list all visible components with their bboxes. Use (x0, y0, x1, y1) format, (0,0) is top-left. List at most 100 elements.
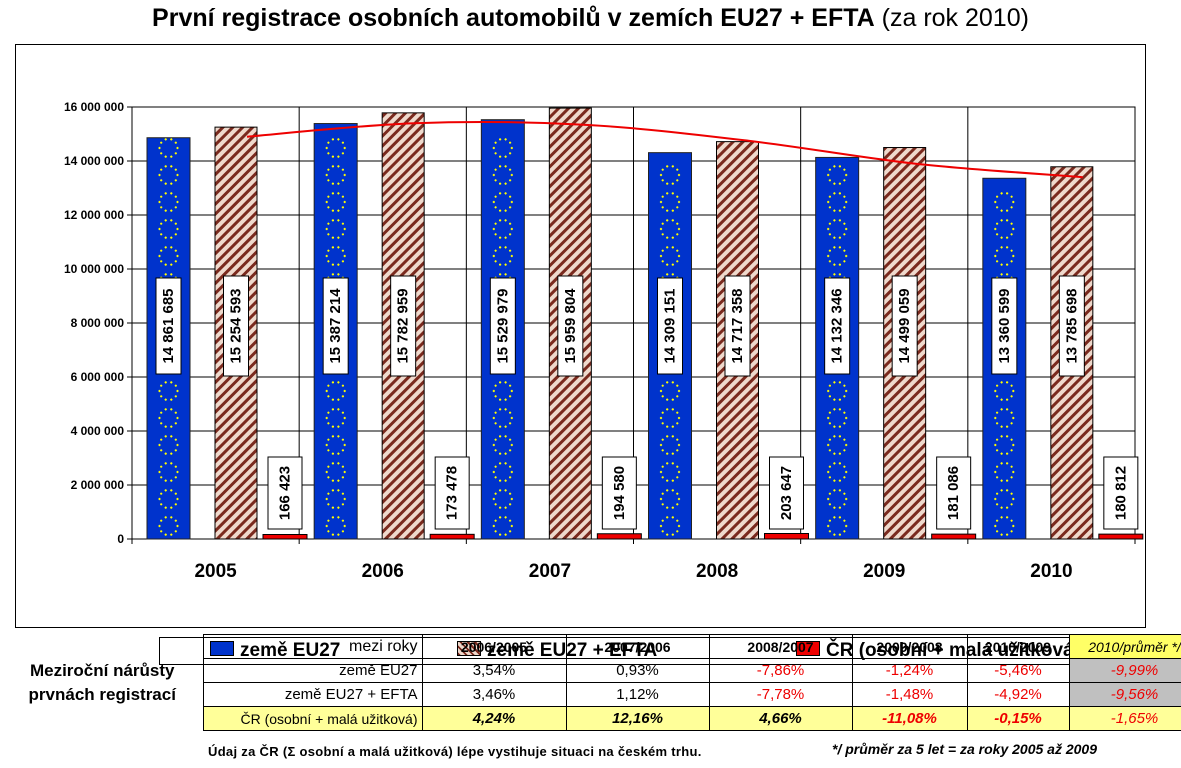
label-eu27: 14 132 346 (829, 288, 846, 363)
table-cell: -1,65% (1068, 706, 1181, 731)
eu-star-ring (492, 192, 513, 212)
label-eu27-box (657, 277, 683, 375)
eu-star-ring (158, 489, 179, 509)
table-row-efta: země EU27 + EFTA 3,46% 1,12% -7,78% -1,4… (2, 682, 1181, 707)
x-tick-label: 2009 (863, 561, 905, 582)
eu-star-ring (158, 219, 179, 239)
label-eu27-box (991, 277, 1018, 375)
table-col-header: 2006/2005 (421, 634, 567, 659)
bar-cr (596, 533, 642, 540)
table-cell: 12,16% (565, 706, 710, 731)
label-cr: 166 423 (277, 466, 294, 520)
eu-star-ring (827, 435, 848, 455)
eu-star-ring (659, 165, 681, 185)
label-cr: 194 580 (611, 466, 628, 520)
table-cell: 0,93% (565, 658, 710, 683)
table-cell: 3,46% (421, 682, 567, 707)
table-side-label-1: Meziroční nárůsty (29, 660, 175, 680)
label-efta: 15 254 593 (228, 288, 245, 363)
eu-star-ring (827, 381, 848, 401)
table-cell: -11,08% (851, 706, 968, 731)
eu-star-ring (325, 165, 346, 185)
table-col-header-average: 2010/průměr */ (1068, 634, 1181, 659)
table-cell: -7,86% (708, 658, 853, 683)
table-row-label: ČR (osobní + malá užitková) (202, 706, 423, 731)
y-tick-label: 14 000 000 (64, 154, 124, 168)
y-tick-label: 6 000 000 (71, 370, 125, 384)
page-title: První registrace osobních automobilů v z… (0, 4, 1181, 33)
eu-star-ring (994, 381, 1015, 401)
eu-star-ring (827, 408, 848, 428)
table-cell: -5,46% (966, 658, 1070, 683)
eu-star-ring (659, 219, 681, 239)
eu-star-ring (325, 462, 346, 482)
table-row-cr: ČR (osobní + malá užitková) 4,24% 12,16%… (2, 706, 1181, 731)
y-tick-label: 8 000 000 (71, 316, 125, 330)
table-col-header: 2007/2006 (565, 634, 710, 659)
y-tick-label: 10 000 000 (64, 262, 124, 276)
label-efta: 15 959 804 (562, 288, 579, 364)
eu-star-ring (659, 462, 681, 482)
table-col-header: 2008/2007 (708, 634, 853, 659)
y-tick-label: 0 (117, 532, 124, 546)
label-cr: 173 478 (444, 466, 461, 520)
bar-cr (1098, 533, 1144, 540)
bar-cr (262, 534, 308, 540)
y-tick-label: 16 000 000 (64, 100, 124, 114)
eu-star-ring (158, 435, 179, 455)
table-cell: -4,92% (966, 682, 1070, 707)
eu-star-ring (994, 408, 1015, 428)
bar-cr (931, 533, 977, 540)
eu-star-ring (659, 246, 681, 266)
table-cell: -7,78% (708, 682, 853, 707)
table-header-row: Meziroční nárůsty prvnách registrací mezi… (2, 634, 1181, 704)
table-row-eu27: země EU27 3,54% 0,93% -7,86% -1,24% -5,4… (2, 658, 1181, 683)
eu-star-ring (994, 192, 1015, 212)
bar-cr (429, 533, 475, 540)
eu-star-ring (325, 381, 346, 401)
eu-star-ring (158, 516, 179, 536)
eu-star-ring (492, 219, 513, 239)
eu-star-ring (827, 219, 848, 239)
eu-star-ring (492, 408, 513, 428)
eu-star-ring (158, 138, 179, 158)
label-efta-box (891, 275, 918, 377)
label-efta-box (390, 275, 417, 377)
table-cell: -1,24% (851, 658, 968, 683)
label-eu27: 14 861 685 (160, 288, 177, 363)
label-cr: 203 647 (778, 466, 795, 520)
eu-star-ring (659, 435, 681, 455)
eu-star-ring (994, 516, 1015, 536)
y-tick-label: 4 000 000 (71, 424, 125, 438)
label-cr-box (434, 456, 470, 530)
eu-star-ring (325, 246, 346, 266)
eu-star-ring (994, 435, 1015, 455)
footnote-average: */ průměr za 5 let = za roky 2005 až 200… (832, 741, 1097, 757)
label-eu27-box (155, 277, 182, 375)
trend-line (246, 120, 1083, 179)
eu-star-ring (325, 516, 346, 536)
table-side-label-2: prvnách registrací (28, 684, 176, 704)
eu-star-ring (492, 381, 513, 401)
eu-star-ring (492, 138, 513, 158)
eu-star-ring (325, 138, 346, 158)
eu-star-ring (492, 165, 513, 185)
eu-star-ring (994, 219, 1015, 239)
label-efta-box (223, 275, 249, 377)
table-cell: -9,99% (1068, 658, 1181, 683)
title-suffix: (za rok 2010) (881, 4, 1029, 32)
table-col-header: 2009/2008 (851, 634, 968, 659)
eu-star-ring (325, 192, 346, 212)
eu-star-ring (492, 462, 513, 482)
eu-star-ring (827, 516, 848, 536)
label-eu27: 15 529 979 (494, 288, 511, 363)
label-eu27: 14 309 151 (662, 288, 679, 363)
eu-star-ring (492, 435, 513, 455)
eu-star-ring (659, 516, 681, 536)
table-cell: -9,56% (1068, 682, 1181, 707)
eu-star-ring (659, 489, 681, 509)
label-eu27: 13 360 599 (996, 288, 1013, 363)
eu-star-ring (659, 408, 681, 428)
eu-star-ring (994, 246, 1015, 266)
eu-star-ring (827, 246, 848, 266)
